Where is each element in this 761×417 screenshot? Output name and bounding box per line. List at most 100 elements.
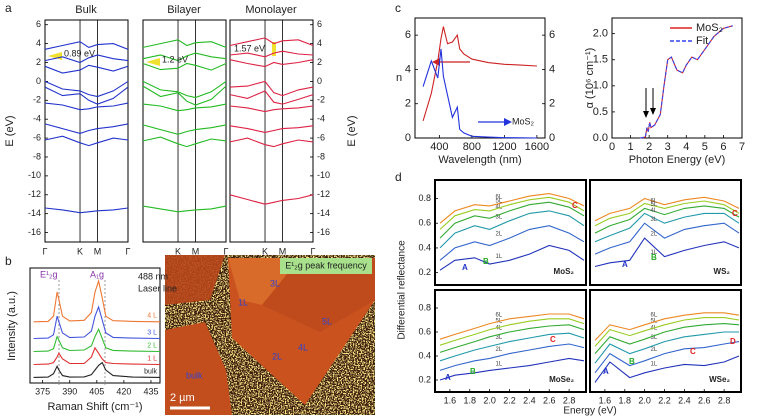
plot-frame: [29, 267, 161, 384]
annotation: C: [690, 347, 696, 356]
x-tick-label: 1.8: [619, 395, 632, 405]
series-label: 3L: [651, 217, 658, 223]
x-tick-label: M: [192, 246, 200, 256]
y-tick-label: 0: [405, 132, 411, 144]
y-tick-label: 2: [317, 57, 322, 67]
annotation: B: [483, 257, 489, 266]
series-line: [639, 25, 733, 139]
annotation: 1.57 eV: [234, 43, 265, 53]
gap-arrow: [272, 42, 276, 56]
y-tick-label: -2: [33, 95, 41, 105]
x-tick-label: 2.0: [638, 395, 651, 405]
x-tick-label: 1200: [492, 141, 516, 153]
series-line: [439, 357, 585, 381]
y-tick-label: -6: [317, 132, 325, 142]
y-tick-label: -8: [33, 151, 41, 161]
y-tick-label: 0.6: [418, 218, 431, 228]
y-tick-label: 4: [549, 63, 555, 75]
series-line: [44, 80, 129, 98]
y-tick-label: 6: [405, 29, 411, 41]
x-tick-label: 800: [463, 141, 481, 153]
x-axis-label: Raman Shift (cm⁻¹): [47, 401, 142, 413]
series-line: [439, 196, 585, 230]
y-tick-label: 0.2: [418, 374, 431, 384]
y-tick-label: 1.5: [593, 54, 608, 66]
x-tick-label: 6: [720, 141, 726, 153]
series-line: [594, 237, 740, 268]
series-line: [229, 80, 314, 97]
y-tick-label: 0.8: [418, 302, 431, 312]
y-tick-label: -8: [317, 151, 325, 161]
peak-arrow: [643, 111, 649, 118]
legend-label: MoS₂: [696, 22, 723, 34]
series-line: [594, 355, 740, 383]
y-tick-label: -10: [28, 170, 41, 180]
series-line: [33, 305, 161, 340]
annotation: C: [732, 209, 738, 218]
x-tick-label: M: [94, 246, 102, 256]
y-tick-label: 0: [317, 76, 322, 86]
series-line: [44, 123, 129, 134]
y-axis-label: α (10⁶ cm⁻¹): [584, 48, 596, 109]
annotation: MoS₂: [512, 116, 535, 126]
series-line: [594, 323, 740, 354]
x-tick-label: 375: [35, 386, 50, 396]
y-tick-label: 0: [549, 132, 555, 144]
y-tick-label: -6: [33, 132, 41, 142]
y-tick-label: 0.2: [418, 267, 431, 277]
plot-frame: [434, 289, 587, 393]
series-line: [229, 105, 314, 113]
series-line: [439, 318, 585, 346]
x-tick-label: K: [262, 246, 268, 256]
series-line: [594, 200, 740, 227]
series-label: 6L: [651, 198, 658, 204]
series-line: [142, 136, 227, 148]
map-label: bulk: [186, 370, 203, 380]
series-label: 3L: [651, 335, 658, 341]
scale-bar-label: 2 µm: [170, 392, 195, 404]
series-line: [142, 124, 227, 135]
series-line: [142, 52, 227, 62]
map-label: 5L: [322, 316, 332, 326]
y-tick-label: 0.8: [418, 193, 431, 203]
annotation: A₁g: [90, 269, 104, 279]
y-axis-label: n: [396, 72, 402, 84]
x-axis-label: Energy (eV): [563, 406, 616, 417]
series-line: [229, 50, 314, 58]
y-tick-label: 4: [36, 38, 41, 48]
annotation: A: [462, 263, 468, 272]
x-tick-label: 435: [143, 386, 158, 396]
series-line: [439, 313, 585, 340]
y-axis-label: E (eV): [346, 115, 358, 146]
map-label: 3L: [270, 278, 280, 288]
series-line: [44, 86, 129, 105]
x-tick-label: 2.2: [658, 395, 671, 405]
series-line: [594, 331, 739, 364]
series-label: 2L: [651, 347, 658, 353]
y-tick-label: -16: [317, 227, 330, 237]
x-tick-label: 2.6: [543, 395, 556, 405]
y-tick-label: 0: [36, 76, 41, 86]
series-line: [439, 332, 585, 362]
x-tick-label: 420: [116, 386, 131, 396]
series-line: [229, 194, 314, 205]
x-tick-label: 2.8: [718, 395, 731, 405]
chart-title: Monolayer: [245, 4, 297, 16]
panel-label: c: [395, 1, 401, 15]
x-tick-label: 2.6: [698, 395, 711, 405]
series-line: [439, 201, 585, 239]
x-tick-label: M: [279, 246, 287, 256]
series-label: 1L: [651, 362, 658, 368]
series-label: 1L: [651, 250, 658, 256]
chart-title: WS₂: [714, 267, 731, 276]
series-line: [594, 205, 740, 234]
x-tick-label: 2.0: [483, 395, 496, 405]
series-line: [33, 327, 161, 353]
annotation: C: [550, 335, 556, 344]
gap-arrow: [146, 58, 160, 66]
series-line: [229, 59, 314, 68]
series-line: [439, 210, 585, 249]
x-tick-label: Γ: [224, 246, 229, 256]
plot-frame: [611, 17, 743, 139]
